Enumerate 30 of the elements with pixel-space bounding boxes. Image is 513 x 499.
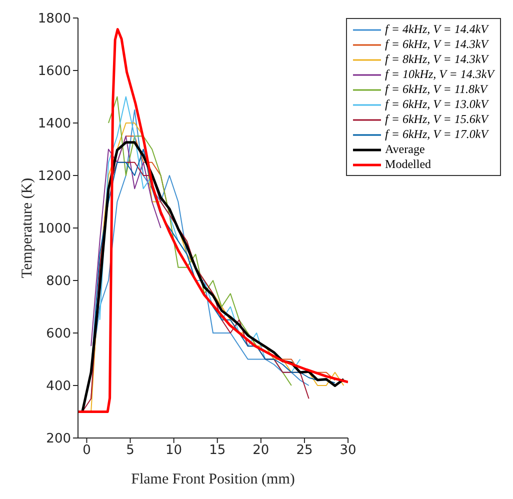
legend-label: f = 8kHz, V = 14.3kV	[385, 52, 488, 67]
y-tick-label: 1400	[38, 116, 71, 132]
y-tick-label: 400	[46, 379, 71, 394]
x-tick-label: 0	[82, 443, 91, 458]
y-tick-label: 200	[46, 432, 71, 447]
y-tick-label: 1200	[38, 169, 71, 184]
x-axis-title: Flame Front Position (mm)	[131, 472, 295, 488]
legend-label: f = 6kHz, V = 11.8kV	[385, 82, 488, 97]
legend-label: Modelled	[385, 157, 432, 172]
x-tick-label: 10	[166, 443, 182, 458]
x-tick-label: 20	[252, 443, 270, 458]
y-tick-label: 1600	[38, 64, 71, 80]
x-tick-label: 30	[340, 443, 356, 458]
x-tick-label: 5	[126, 443, 134, 458]
y-axis-title: Temperature (K)	[19, 178, 36, 278]
legend-label: Average	[385, 142, 425, 157]
y-tick-label: 1800	[38, 12, 71, 27]
y-tick-label: 1000	[38, 222, 71, 237]
legend-label: f = 6kHz, V = 13.0kV	[385, 97, 488, 112]
legend-label: f = 6kHz, V = 17.0kV	[385, 127, 488, 142]
x-tick-label: 25	[296, 443, 313, 458]
legend-label: f = 4kHz, V = 14.4kV	[385, 22, 488, 37]
legend-label: f = 6kHz, V = 14.3kV	[385, 37, 488, 52]
legend-label: f = 6kHz, V = 15.6kV	[385, 112, 488, 127]
x-tick-label: 15	[209, 443, 226, 458]
line-series	[78, 28, 348, 413]
line-series	[90, 136, 162, 347]
y-tick-label: 600	[46, 326, 71, 342]
legend-label: f = 10kHz, V = 14.3kV	[385, 67, 494, 82]
y-tick-label: 800	[46, 274, 71, 290]
